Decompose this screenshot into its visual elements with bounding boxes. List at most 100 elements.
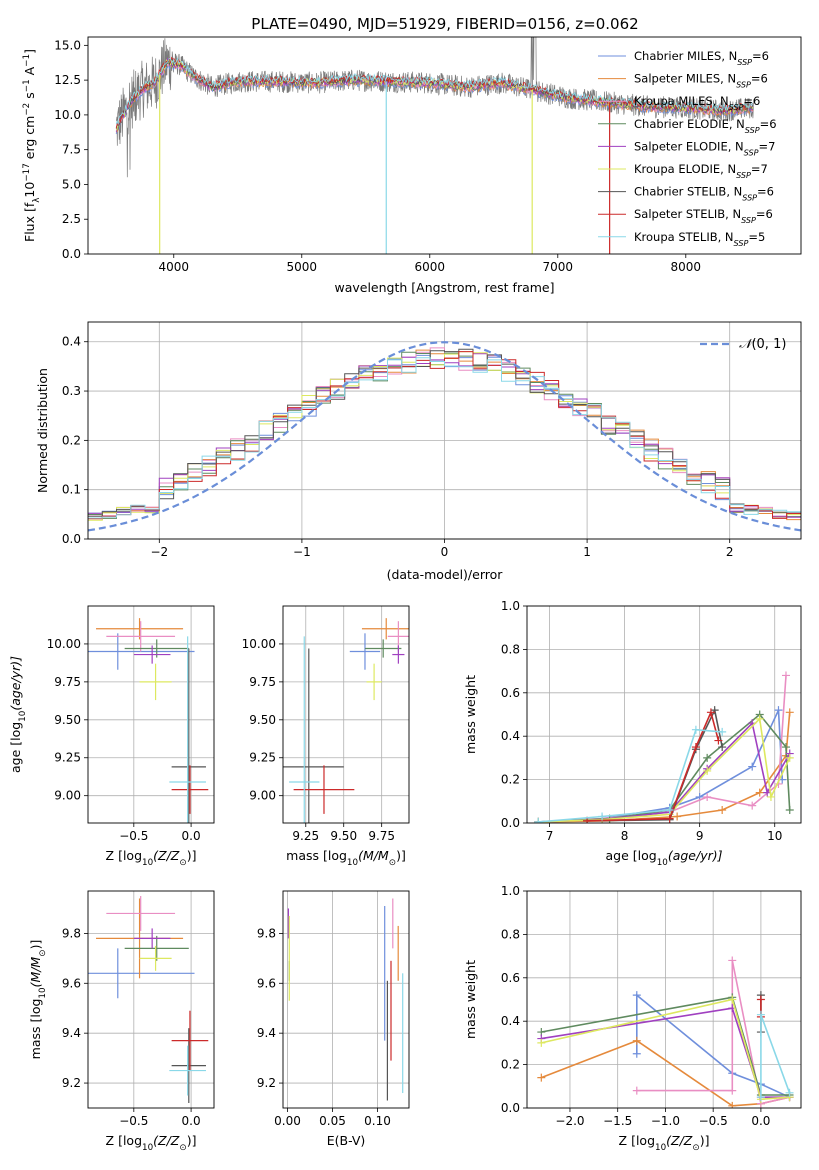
y-axis-label-part: −2	[22, 103, 32, 116]
legend-label-part: =6	[752, 49, 769, 63]
y-tick-label: 1.0	[501, 884, 520, 898]
x-axis-label: age [log10(age/yr)]	[605, 848, 722, 868]
legend-label-part: Chabrier MILES, N	[634, 49, 737, 63]
axis-ticks: 0.00 0.05 0.10 9.2 9.4 9.6 9.8	[257, 926, 391, 1128]
x-axis-label-part: ⊙	[692, 1143, 699, 1153]
mass-weight-marker	[598, 812, 607, 821]
y-axis-label-part: A	[22, 66, 37, 79]
plot-area	[537, 956, 794, 1108]
legend-label-part: =6	[760, 117, 777, 131]
y-axis-label: age [log10(age/yr)]	[8, 656, 28, 773]
y-axis-label-part: Flux [f	[22, 202, 37, 242]
x-axis-label-part: (Z/Z	[153, 1133, 180, 1148]
spectrum-model-line	[115, 56, 754, 129]
y-tick-label: 0.2	[501, 1058, 520, 1072]
y-tick-label: 9.2	[257, 1076, 276, 1090]
plot-area	[88, 618, 209, 823]
x-tick-label: −2	[150, 545, 168, 559]
y-tick-label: 10.00	[47, 637, 81, 651]
x-axis-label: E(B-V)	[327, 1133, 366, 1148]
spectrum-model-line	[115, 57, 754, 125]
axes-frame	[526, 605, 802, 824]
x-axis-label-part: )]	[187, 1133, 197, 1148]
x-tick-label: −1.5	[603, 1114, 632, 1128]
x-axis-label-part: )]	[700, 1133, 710, 1148]
y-axis-label-part: s	[22, 92, 37, 103]
x-tick-label: 4000	[158, 260, 189, 274]
y-axis-label-part: λ	[32, 198, 42, 203]
x-axis-label-part: Z [log	[619, 1133, 655, 1148]
x-axis-label: Z [log10(Z/Z⊙)]	[106, 1133, 197, 1153]
y-tick-label: 15.0	[54, 38, 81, 52]
y-tick-label: 1.0	[501, 599, 520, 613]
x-axis-label-part: 10	[142, 858, 153, 868]
y-tick-label: 0.8	[501, 642, 520, 656]
x-axis-label: (data-model)/error	[387, 567, 504, 582]
mass-weight-marker	[665, 814, 674, 823]
x-tick-label: 0.00	[274, 1114, 301, 1128]
legend-label-part: =6	[757, 185, 774, 199]
plot-area	[88, 895, 209, 1104]
y-axis-label-part: age [log	[8, 722, 23, 773]
mass-weight-marker	[756, 1010, 765, 1019]
x-axis-label-part: (Z/Z	[666, 1133, 693, 1148]
x-tick-label: −0.5	[699, 1114, 728, 1128]
x-tick-label: −1.0	[651, 1114, 680, 1128]
legend-label: Chabrier MILES, NSSP=6	[634, 49, 769, 67]
y-tick-label: 0.8	[501, 927, 520, 941]
mass-weight-marker	[728, 995, 737, 1004]
y-axis-label-part: ⊙	[38, 949, 48, 956]
mass-weight-marker	[703, 766, 712, 775]
x-tick-label: 5000	[286, 260, 317, 274]
legend-label: Salpeter MILES, NSSP=6	[634, 72, 768, 90]
mass-vs-extinction-panel: 0.00 0.05 0.10 9.2 9.4 9.6 9.8 E(B-V)	[257, 890, 410, 1148]
x-tick-label: −1	[293, 545, 311, 559]
x-axis-label-part: )]	[187, 848, 197, 863]
y-tick-label: 10.0	[54, 108, 81, 122]
legend-label: Chabrier STELIB, NSSP=6	[634, 185, 774, 203]
plot-area	[287, 898, 404, 1101]
mass-weight-marker	[691, 743, 700, 752]
axes-frame	[87, 321, 802, 540]
legend-label: Salpeter STELIB, NSSP=6	[634, 207, 773, 225]
axis-ticks: −0.5 0.0 9.2 9.4 9.6 9.8	[62, 926, 201, 1128]
legend-label-part: =7	[751, 162, 768, 176]
y-tick-label: 9.8	[62, 926, 81, 940]
y-tick-label: 9.4	[62, 1026, 81, 1040]
legend-label-part: Salpeter STELIB, N	[634, 207, 741, 221]
x-tick-label: 0.05	[319, 1114, 346, 1128]
mass-weight-marker	[755, 714, 764, 723]
y-tick-label: 5.0	[62, 177, 81, 191]
y-axis-label: mass [log10(M/M⊙)]	[28, 940, 48, 1060]
mass-weight-marker	[728, 1086, 737, 1095]
x-axis-label-part: Z [log	[106, 848, 142, 863]
mass-weight-marker	[632, 991, 641, 1000]
mass-weight-marker	[774, 706, 783, 715]
x-axis-label-part: age [log	[605, 848, 656, 863]
x-tick-label: 2	[726, 545, 734, 559]
mass-weight-marker	[748, 801, 757, 810]
y-tick-label: 9.6	[62, 976, 81, 990]
mass-weight-marker	[703, 792, 712, 801]
y-tick-label: 9.25	[54, 751, 81, 765]
mass-weight-marker	[756, 995, 765, 1004]
y-tick-label: 9.00	[249, 789, 276, 803]
mass-weight-marker	[718, 727, 727, 736]
mass-weight-marker	[703, 753, 712, 762]
y-tick-label: 0.6	[501, 971, 520, 985]
y-tick-label: 9.00	[54, 789, 81, 803]
mass-weight-marker	[537, 1038, 546, 1047]
age-vs-mass-panel: 9.25 9.50 9.75 9.00 9.25 9.50 9.75 10.00 mass [l…	[242, 605, 410, 868]
y-tick-label: 10.00	[242, 637, 276, 651]
y-tick-label: 0.0	[62, 247, 81, 261]
mass-weight-vs-metallicity-panel: −2.0 −1.5 −1.0 −0.5 0.0 0.0 0.2 0.4 0.6 0.8 1.0 Z […	[463, 884, 802, 1153]
legend-label-part: =6	[756, 207, 773, 221]
y-tick-label: 9.50	[54, 713, 81, 727]
plot-area	[115, 37, 754, 254]
axis-ticks: 9.25 9.50 9.75 9.00 9.25 9.50 9.75 10.00	[242, 637, 395, 843]
y-axis-label-part: −1	[22, 54, 32, 67]
y-axis-label-part: ]	[22, 49, 37, 54]
legend-label-part: =5	[748, 230, 765, 244]
y-axis-label-part: −1	[22, 79, 32, 92]
